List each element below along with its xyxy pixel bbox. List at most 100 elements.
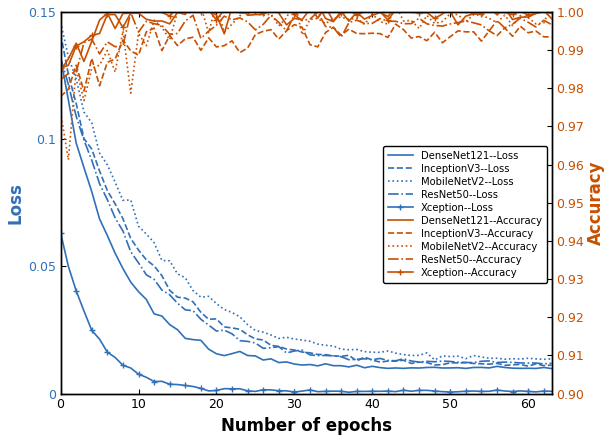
Line: Xception--Accuracy: Xception--Accuracy — [57, 0, 555, 72]
DenseNet121--Accuracy — [267, 3, 275, 8]
MobileNetV2--Accuracy — [65, 157, 72, 163]
MobileNetV2--Loss — [548, 356, 555, 362]
DenseNet121--Loss — [299, 362, 306, 368]
DenseNet121--Accuracy — [376, 10, 384, 15]
Xception--Loss — [259, 387, 267, 392]
ResNet50--Loss — [548, 361, 555, 366]
MobileNetV2--Accuracy — [548, 2, 555, 8]
Line: DenseNet121--Accuracy: DenseNet121--Accuracy — [61, 3, 551, 71]
MobileNetV2--Accuracy — [345, 17, 353, 22]
MobileNetV2--Accuracy — [57, 109, 64, 114]
Xception--Accuracy — [384, 17, 392, 23]
MobileNetV2--Accuracy — [267, 11, 275, 17]
MobileNetV2--Accuracy — [291, 0, 298, 3]
ResNet50--Loss — [259, 346, 267, 351]
Line: ResNet50--Loss: ResNet50--Loss — [61, 58, 551, 364]
ResNet50--Loss — [368, 357, 376, 362]
Xception--Loss — [548, 389, 555, 394]
InceptionV3--Loss — [259, 337, 267, 343]
InceptionV3--Loss — [57, 31, 64, 36]
Xception--Loss — [119, 362, 127, 368]
Xception--Accuracy — [119, 25, 127, 30]
InceptionV3--Accuracy — [299, 25, 306, 30]
Xception--Loss — [345, 389, 353, 395]
Line: Xception--Loss: Xception--Loss — [57, 229, 555, 396]
InceptionV3--Loss — [119, 216, 127, 221]
Line: InceptionV3--Loss: InceptionV3--Loss — [61, 34, 551, 366]
Line: MobileNetV2--Accuracy: MobileNetV2--Accuracy — [61, 0, 551, 160]
InceptionV3--Accuracy — [330, 24, 337, 30]
MobileNetV2--Accuracy — [127, 91, 135, 96]
DenseNet121--Loss — [376, 365, 384, 370]
ResNet50--Accuracy — [119, 43, 127, 49]
MobileNetV2--Loss — [259, 329, 267, 335]
Line: InceptionV3--Accuracy: InceptionV3--Accuracy — [61, 24, 551, 97]
Xception--Accuracy — [306, 3, 313, 8]
Xception--Loss — [384, 389, 392, 394]
MobileNetV2--Loss — [299, 337, 306, 343]
Legend: DenseNet121--Loss, InceptionV3--Loss, MobileNetV2--Loss, ResNet50--Loss, Xceptio: DenseNet121--Loss, InceptionV3--Loss, Mo… — [382, 146, 547, 283]
InceptionV3--Accuracy — [57, 94, 64, 99]
ResNet50--Accuracy — [314, 9, 321, 15]
ResNet50--Loss — [57, 55, 64, 61]
Xception--Loss — [376, 389, 384, 394]
DenseNet121--Accuracy — [337, 9, 345, 14]
MobileNetV2--Accuracy — [384, 22, 392, 27]
InceptionV3--Loss — [299, 350, 306, 355]
InceptionV3--Accuracy — [119, 37, 127, 42]
ResNet50--Accuracy — [259, 22, 267, 27]
Xception--Accuracy — [267, 3, 275, 8]
DenseNet121--Loss — [259, 357, 267, 362]
InceptionV3--Loss — [330, 353, 337, 358]
InceptionV3--Loss — [524, 363, 532, 369]
ResNet50--Loss — [119, 229, 127, 234]
DenseNet121--Loss — [330, 363, 337, 368]
DenseNet121--Loss — [57, 55, 64, 61]
MobileNetV2--Loss — [119, 198, 127, 203]
Y-axis label: Accuracy: Accuracy — [587, 160, 605, 245]
ResNet50--Accuracy — [57, 77, 64, 82]
Xception--Accuracy — [376, 9, 384, 14]
DenseNet121--Accuracy — [384, 14, 392, 19]
MobileNetV2--Loss — [368, 350, 376, 355]
InceptionV3--Loss — [548, 362, 555, 368]
InceptionV3--Loss — [376, 359, 384, 365]
InceptionV3--Accuracy — [376, 31, 384, 36]
DenseNet121--Accuracy — [189, 0, 196, 6]
DenseNet121--Accuracy — [306, 7, 313, 12]
MobileNetV2--Loss — [376, 350, 384, 355]
Line: ResNet50--Accuracy: ResNet50--Accuracy — [61, 12, 551, 80]
Line: MobileNetV2--Loss: MobileNetV2--Loss — [61, 22, 551, 360]
InceptionV3--Accuracy — [368, 30, 376, 36]
ResNet50--Accuracy — [299, 18, 306, 23]
ResNet50--Loss — [299, 347, 306, 353]
ResNet50--Accuracy — [337, 34, 345, 40]
X-axis label: Number of epochs: Number of epochs — [220, 417, 392, 435]
MobileNetV2--Loss — [431, 357, 438, 362]
ResNet50--Accuracy — [548, 22, 555, 27]
InceptionV3--Accuracy — [259, 29, 267, 34]
ResNet50--Accuracy — [376, 16, 384, 21]
ResNet50--Loss — [330, 353, 337, 358]
InceptionV3--Accuracy — [548, 34, 555, 39]
DenseNet121--Accuracy — [57, 68, 64, 73]
Xception--Accuracy — [548, 16, 555, 21]
DenseNet121--Loss — [368, 364, 376, 369]
MobileNetV2--Accuracy — [392, 3, 400, 8]
Xception--Accuracy — [143, 0, 150, 4]
Y-axis label: Loss: Loss — [7, 182, 25, 224]
ResNet50--Loss — [540, 361, 547, 366]
ResNet50--Loss — [376, 356, 384, 361]
ResNet50--Accuracy — [384, 19, 392, 24]
DenseNet121--Accuracy — [119, 11, 127, 16]
InceptionV3--Accuracy — [392, 22, 400, 27]
InceptionV3--Loss — [368, 358, 376, 363]
MobileNetV2--Loss — [57, 19, 64, 25]
MobileNetV2--Accuracy — [314, 16, 321, 21]
Xception--Accuracy — [57, 65, 64, 71]
Xception--Loss — [57, 230, 64, 236]
DenseNet121--Accuracy — [548, 11, 555, 16]
MobileNetV2--Loss — [330, 343, 337, 349]
DenseNet121--Loss — [119, 266, 127, 271]
Line: DenseNet121--Loss: DenseNet121--Loss — [61, 58, 551, 369]
